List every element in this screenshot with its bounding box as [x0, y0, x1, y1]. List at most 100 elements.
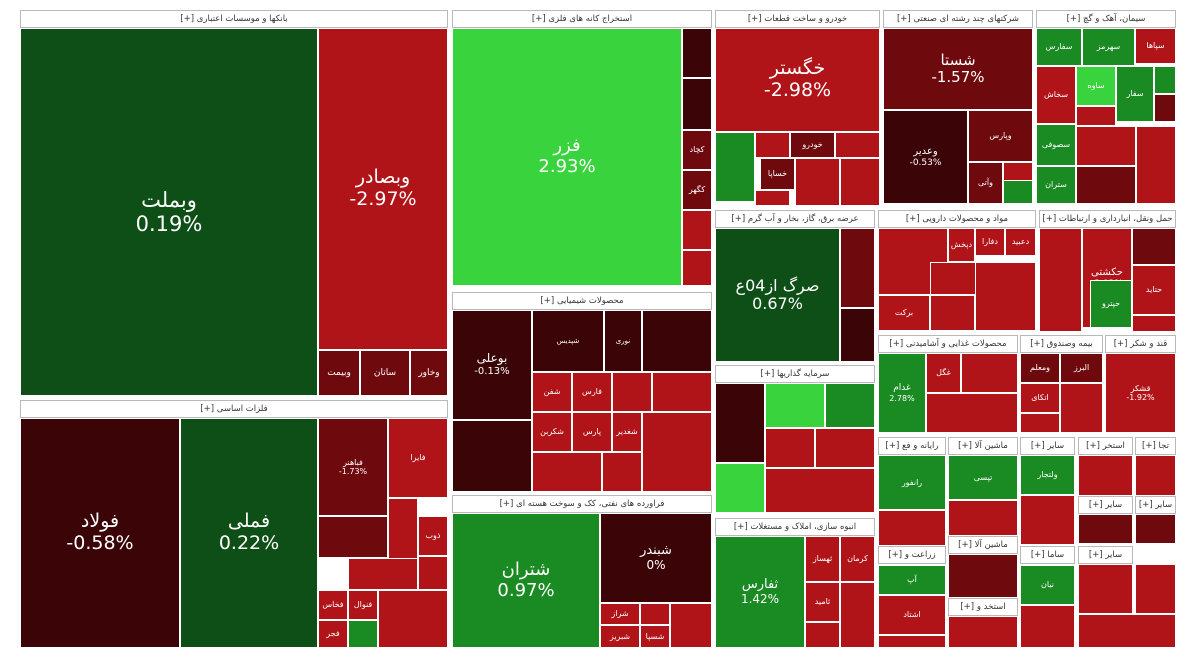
stock-tile[interactable]: ولتجار	[1020, 455, 1075, 495]
stock-tile[interactable]: ثهساز	[805, 536, 840, 582]
stock-tile[interactable]: غگل	[926, 353, 961, 393]
stock-tile[interactable]: وپارس	[968, 110, 1033, 162]
treemap-cell	[805, 622, 840, 648]
stock-tile[interactable]: سپاها	[1135, 28, 1176, 64]
stock-tile[interactable]: دفارا	[975, 228, 1005, 256]
sector-header[interactable]: ماشین آلا [+]	[948, 536, 1018, 554]
stock-tile[interactable]: آپ	[878, 565, 946, 595]
sector-header[interactable]: استخد و [+]	[948, 598, 1018, 616]
sector-header[interactable]: بانکها و موسسات اعتباری [+]	[20, 10, 448, 28]
stock-tile[interactable]: شپدیس	[532, 310, 604, 372]
sector-header[interactable]: بیمه وصندوق [+]	[1020, 335, 1103, 353]
stock-tile[interactable]: صرگ از04ع 0.67%	[715, 228, 840, 362]
stock-tile[interactable]: کگهر	[682, 170, 712, 210]
sector-header[interactable]: سایر [+]	[1135, 496, 1176, 514]
stock-tile[interactable]: ثفارس 1.42%	[715, 536, 805, 648]
stock-tile[interactable]: حتاید	[1132, 265, 1176, 315]
stock-tile[interactable]: خساپا	[760, 158, 795, 190]
stock-tile[interactable]: وآتی	[968, 162, 1003, 204]
stock-tile[interactable]: شغدیر	[612, 412, 642, 452]
stock-tile[interactable]: فجر	[318, 620, 348, 648]
treemap-cell	[1154, 66, 1176, 94]
stock-tile[interactable]: وخاور	[410, 350, 448, 396]
stock-tile[interactable]: سصوفی	[1036, 124, 1076, 166]
stock-tile[interactable]: شسپا	[640, 625, 670, 648]
stock-tile[interactable]: خگستر -2.98%	[715, 28, 880, 132]
stock-tile[interactable]: سفار	[1116, 66, 1154, 122]
sector-header[interactable]: محصولات شیمیایی [+]	[452, 292, 712, 310]
sector-header[interactable]: حمل ونقل، انبارداری و ارتباطات [+]	[1039, 210, 1176, 228]
stock-tile[interactable]: پارس	[572, 412, 612, 452]
stock-tile[interactable]: رانفور	[878, 455, 946, 510]
stock-tile[interactable]: بوعلی -0.13%	[452, 310, 532, 420]
stock-tile[interactable]: وبیمت	[318, 350, 360, 396]
stock-tile[interactable]: فارس	[572, 372, 612, 412]
stock-tile[interactable]: کچاد	[682, 130, 712, 170]
stock-tile[interactable]: فزر 2.93%	[452, 28, 682, 286]
stock-tile[interactable]: وبصادر -2.97%	[318, 28, 448, 350]
stock-tile[interactable]: نوری	[604, 310, 642, 372]
sector-header[interactable]: استخراج کانه های فلزی [+]	[452, 10, 712, 28]
sector-header[interactable]: رایانه و فع [+]	[878, 437, 946, 455]
stock-tile[interactable]: کرمان	[840, 536, 875, 582]
stock-tile[interactable]: غدام 2.78%	[878, 353, 926, 433]
stock-tile[interactable]: اتکای	[1020, 383, 1060, 413]
sector-header[interactable]: عرضه برق، گاز، بخار و آب گرم [+]	[715, 210, 875, 228]
sector-header[interactable]: فلزات اساسی [+]	[20, 400, 448, 418]
stock-tile[interactable]: سفارس	[1036, 28, 1082, 66]
stock-tile[interactable]: قشکر -1.92%	[1105, 353, 1176, 433]
stock-tile[interactable]: فایرا	[388, 418, 448, 498]
sector-header[interactable]: سایر [+]	[1020, 437, 1075, 455]
stock-tile[interactable]: فنوال	[348, 590, 378, 620]
stock-change: -0.13%	[474, 366, 510, 378]
stock-tile[interactable]: البرز	[1060, 353, 1103, 383]
stock-tile[interactable]: ثامید	[805, 582, 840, 622]
sector-header[interactable]: سیمان، آهک و گچ [+]	[1036, 10, 1176, 28]
stock-tile[interactable]: فخاس	[318, 590, 348, 620]
sector-header[interactable]: سایر [+]	[1078, 496, 1133, 514]
sector-header[interactable]: استخر [+]	[1078, 437, 1133, 455]
stock-tile[interactable]: سهرمز	[1082, 28, 1135, 66]
stock-tile[interactable]: سخاش	[1036, 66, 1076, 124]
stock-tile[interactable]: شفن	[532, 372, 572, 412]
stock-tile[interactable]: ساتان	[360, 350, 410, 396]
stock-tile[interactable]: برکت	[878, 295, 930, 331]
sector-header[interactable]: زراعت و [+]	[878, 546, 946, 564]
sector-header[interactable]: قند و شکر [+]	[1105, 335, 1176, 353]
sector-header[interactable]: فراورده های نفتی، کک و سوخت هسته ای [+]	[452, 495, 712, 513]
sector-header[interactable]: خودرو و ساخت قطعات [+]	[715, 10, 880, 28]
stock-tile[interactable]: دپخش	[948, 228, 975, 262]
stock-tile[interactable]: اشتاد	[878, 595, 946, 635]
stock-tile[interactable]: ساوه	[1076, 66, 1116, 106]
stock-tile[interactable]: ومعلم	[1020, 353, 1060, 383]
stock-symbol: ولتجار	[1037, 470, 1058, 480]
sector-header[interactable]: سایر [+]	[1078, 546, 1133, 564]
stock-tile[interactable]: شتران 0.97%	[452, 513, 600, 648]
sector-header[interactable]: مواد و محصولات دارویی [+]	[878, 210, 1036, 228]
sector-header[interactable]: شرکتهای چند رشته ای صنعتی [+]	[883, 10, 1033, 28]
stock-tile[interactable]: وبملت 0.19%	[20, 28, 318, 396]
stock-tile[interactable]: شکربن	[532, 412, 572, 452]
stock-tile[interactable]: فملی 0.22%	[180, 418, 318, 648]
stock-tile[interactable]: تپسی	[948, 455, 1018, 500]
stock-tile[interactable]: شبریز	[600, 625, 640, 648]
stock-tile[interactable]: شراز	[600, 603, 640, 625]
stock-tile[interactable]: ذوب	[418, 516, 448, 556]
stock-tile[interactable]: وعدیر -0.53%	[883, 110, 968, 204]
stock-tile[interactable]: فولاد -0.58%	[20, 418, 180, 648]
stock-tile[interactable]: شبندر 0%	[600, 513, 712, 603]
stock-tile[interactable]: خودرو	[790, 132, 835, 158]
sector-header[interactable]: ماشین آلا [+]	[948, 437, 1018, 455]
sector-header[interactable]: تجا [+]	[1135, 437, 1176, 455]
stock-tile[interactable]: حپترو	[1090, 280, 1132, 328]
stock-tile[interactable]: فباهنر -1.73%	[318, 418, 388, 516]
sector-header[interactable]: ساما [+]	[1020, 546, 1075, 564]
stock-tile[interactable]: ستران	[1036, 166, 1076, 204]
stock-symbol: فزر	[553, 135, 581, 157]
stock-tile[interactable]: نیان	[1020, 565, 1075, 605]
stock-tile[interactable]: دعبید	[1005, 228, 1036, 256]
stock-tile[interactable]: شستا -1.57%	[883, 28, 1033, 110]
sector-header[interactable]: انبوه سازی، املاک و مستغلات [+]	[715, 518, 875, 536]
sector-header[interactable]: سرمایه گذاریها [+]	[715, 365, 875, 383]
sector-header[interactable]: محصولات غذایی و آشامیدنی [+]	[878, 335, 1018, 353]
